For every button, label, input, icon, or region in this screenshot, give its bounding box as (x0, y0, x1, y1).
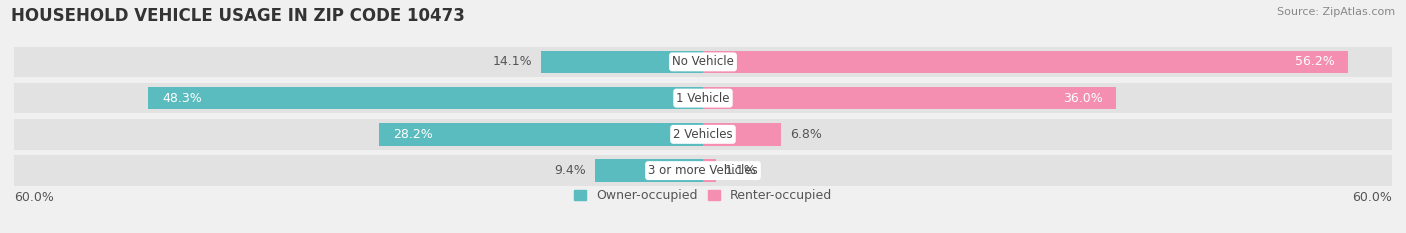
Text: Source: ZipAtlas.com: Source: ZipAtlas.com (1277, 7, 1395, 17)
Text: 1.1%: 1.1% (725, 164, 756, 177)
Legend: Owner-occupied, Renter-occupied: Owner-occupied, Renter-occupied (574, 189, 832, 202)
Text: 14.1%: 14.1% (492, 55, 531, 68)
Bar (703, 51, 1348, 73)
Bar (380, 123, 703, 146)
Text: HOUSEHOLD VEHICLE USAGE IN ZIP CODE 10473: HOUSEHOLD VEHICLE USAGE IN ZIP CODE 1047… (11, 7, 465, 25)
Text: 60.0%: 60.0% (14, 191, 53, 204)
Bar (14, 155, 1392, 186)
Text: 3 or more Vehicles: 3 or more Vehicles (648, 164, 758, 177)
Text: No Vehicle: No Vehicle (672, 55, 734, 68)
Bar (703, 123, 782, 146)
Bar (541, 51, 703, 73)
Bar (149, 87, 703, 109)
Bar (14, 119, 1392, 150)
Text: 60.0%: 60.0% (1353, 191, 1392, 204)
Text: 2 Vehicles: 2 Vehicles (673, 128, 733, 141)
Bar (14, 83, 1392, 113)
Text: 28.2%: 28.2% (392, 128, 433, 141)
Bar (14, 47, 1392, 77)
Text: 48.3%: 48.3% (162, 92, 202, 105)
Text: 56.2%: 56.2% (1295, 55, 1334, 68)
Text: 6.8%: 6.8% (790, 128, 823, 141)
Bar (595, 159, 703, 182)
Bar (703, 159, 716, 182)
Bar (703, 87, 1116, 109)
Text: 36.0%: 36.0% (1063, 92, 1102, 105)
Text: 1 Vehicle: 1 Vehicle (676, 92, 730, 105)
Text: 9.4%: 9.4% (554, 164, 586, 177)
